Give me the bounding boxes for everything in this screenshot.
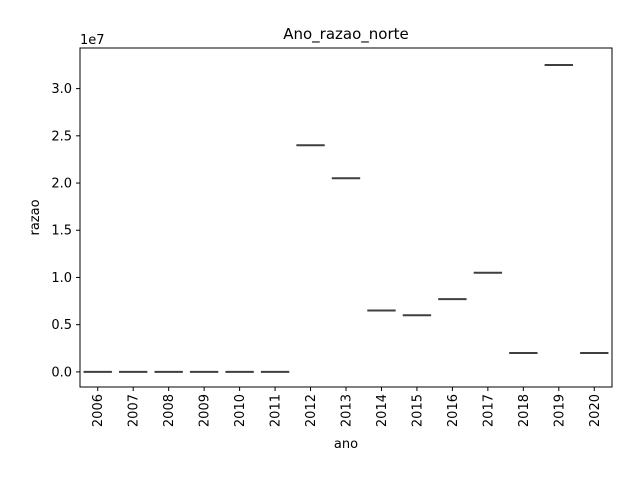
y-tick-label: 3.0 (51, 82, 72, 97)
y-tick-label: 1.5 (51, 224, 72, 239)
y-tick-label: 0.5 (51, 318, 72, 333)
x-axis-title: ano (334, 437, 358, 452)
x-tick-label: 2010 (233, 394, 248, 427)
x-tick-label: 2006 (91, 394, 106, 427)
x-tick-label: 2009 (198, 394, 213, 427)
x-tick-label: 2014 (375, 394, 390, 427)
x-tick-label: 2020 (588, 394, 603, 427)
x-tick-label: 2015 (410, 394, 425, 427)
y-axis: 0.0 0.5 1.0 1.5 2.0 2.5 3.0 (51, 82, 80, 380)
x-axis: 2006 2007 2008 2009 2010 2011 2012 2013 2014 2015… (91, 387, 603, 427)
x-tick-label: 2018 (517, 394, 532, 427)
x-tick-label: 2012 (304, 394, 319, 427)
x-tick-label: 2019 (552, 394, 567, 427)
plot-area (83, 63, 609, 373)
y-offset-label: 1e7 (80, 33, 105, 48)
y-tick-label: 1.0 (51, 271, 72, 286)
x-tick-label: 2013 (340, 394, 355, 427)
x-tick-label: 2007 (127, 394, 142, 427)
x-tick-label: 2017 (481, 394, 496, 427)
y-tick-label: 2.0 (51, 177, 72, 192)
y-axis-title: razao (28, 199, 43, 235)
y-tick-label: 0.0 (51, 365, 72, 380)
x-tick-label: 2011 (269, 394, 284, 427)
x-tick-label: 2008 (162, 394, 177, 427)
x-tick-label: 2016 (446, 394, 461, 427)
y-tick-label: 2.5 (51, 129, 72, 144)
chart-title: Ano_razao_norte (283, 25, 409, 44)
